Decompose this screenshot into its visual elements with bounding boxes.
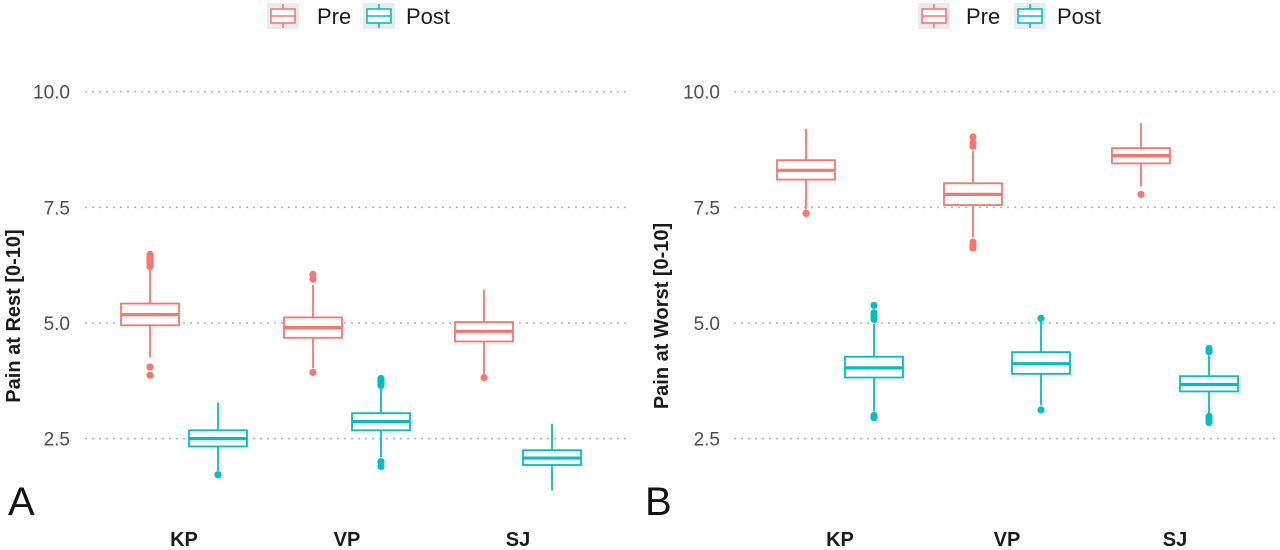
panel-label: A: [8, 480, 35, 524]
legend-label-pre: Pre: [317, 4, 351, 29]
outlier-point: [1037, 406, 1045, 414]
y-tick-label: 10.0: [683, 83, 720, 104]
outlier-point: [969, 133, 977, 141]
y-axis-ticks: 2.5 5.0 7.5 10.0: [683, 83, 720, 451]
boxplot-pre-vp: [283, 270, 343, 377]
outlier-point: [802, 209, 810, 217]
x-category-label: KP: [170, 529, 198, 550]
x-axis-categories: KP VP SJ: [170, 529, 530, 550]
x-category-label: SJ: [1163, 529, 1187, 550]
legend-label-pre: Pre: [966, 4, 1000, 29]
boxplot-pre-vp: [943, 133, 1003, 252]
y-tick-label: 10.0: [33, 83, 70, 104]
outlier-point: [969, 244, 977, 252]
outlier-point: [1205, 418, 1213, 427]
outlier-point: [146, 250, 154, 259]
outlier-point: [377, 374, 385, 383]
outlier-point: [146, 371, 154, 379]
y-tick-label: 7.5: [694, 198, 720, 219]
outlier-point: [969, 138, 977, 147]
legend-label-post: Post: [406, 4, 450, 29]
boxplot-pre-sj: [1111, 123, 1171, 198]
panel-b: Pre Post 2.5 5.0 7.5 10.0 Pain at Worst …: [645, 3, 1280, 550]
y-tick-label: 5.0: [44, 314, 70, 335]
legend-key-post: [366, 4, 392, 28]
boxplots: [120, 250, 582, 491]
outlier-point: [1037, 314, 1045, 322]
outlier-point: [214, 471, 222, 479]
y-tick-label: 2.5: [44, 430, 70, 451]
legend-key-post: [1017, 4, 1043, 28]
outlier-point: [870, 309, 878, 317]
x-axis-categories: KP VP SJ: [826, 529, 1187, 550]
legend-label-post: Post: [1057, 4, 1101, 29]
boxplots: [776, 123, 1239, 427]
grid-lines: [85, 90, 630, 440]
panel-label: B: [645, 480, 672, 524]
grid-lines: [734, 90, 1280, 440]
y-tick-label: 5.0: [694, 314, 720, 335]
outlier-point: [146, 363, 154, 371]
outlier-point: [870, 414, 878, 422]
legend: Pre Post: [267, 3, 450, 29]
y-tick-label: 2.5: [694, 430, 720, 451]
outlier-point: [870, 301, 878, 309]
x-category-label: SJ: [506, 529, 530, 550]
y-axis-ticks: 2.5 5.0 7.5 10.0: [33, 83, 70, 451]
legend: Pre Post: [918, 3, 1101, 29]
outlier-point: [1137, 190, 1145, 198]
boxplot-post-kp: [188, 402, 248, 479]
outlier-point: [309, 270, 317, 279]
boxplot-post-kp: [844, 301, 904, 422]
boxplot-post-sj: [522, 423, 582, 491]
y-axis-title: Pain at Worst [0-10]: [651, 223, 673, 409]
x-category-label: VP: [994, 529, 1021, 550]
outlier-point: [309, 368, 317, 377]
y-tick-label: 7.5: [44, 198, 70, 219]
boxplot-post-sj: [1179, 344, 1239, 427]
y-axis-title: Pain at Rest [0-10]: [3, 229, 25, 402]
outlier-point: [480, 373, 488, 382]
boxplot-post-vp: [1011, 314, 1071, 414]
x-category-label: VP: [334, 529, 361, 550]
boxplot-pre-sj: [454, 289, 514, 382]
legend-key-pre: [270, 4, 296, 28]
outlier-point: [377, 462, 385, 470]
boxplot-pre-kp: [120, 250, 180, 379]
panel-a: Pre Post 2.5 5.0 7.5 10.0 Pain at Rest […: [3, 3, 630, 550]
boxplot-post-vp: [351, 374, 411, 470]
x-category-label: KP: [826, 529, 854, 550]
outlier-point: [1205, 344, 1213, 353]
boxplot-pre-kp: [776, 128, 836, 217]
legend-key-pre: [921, 4, 947, 28]
